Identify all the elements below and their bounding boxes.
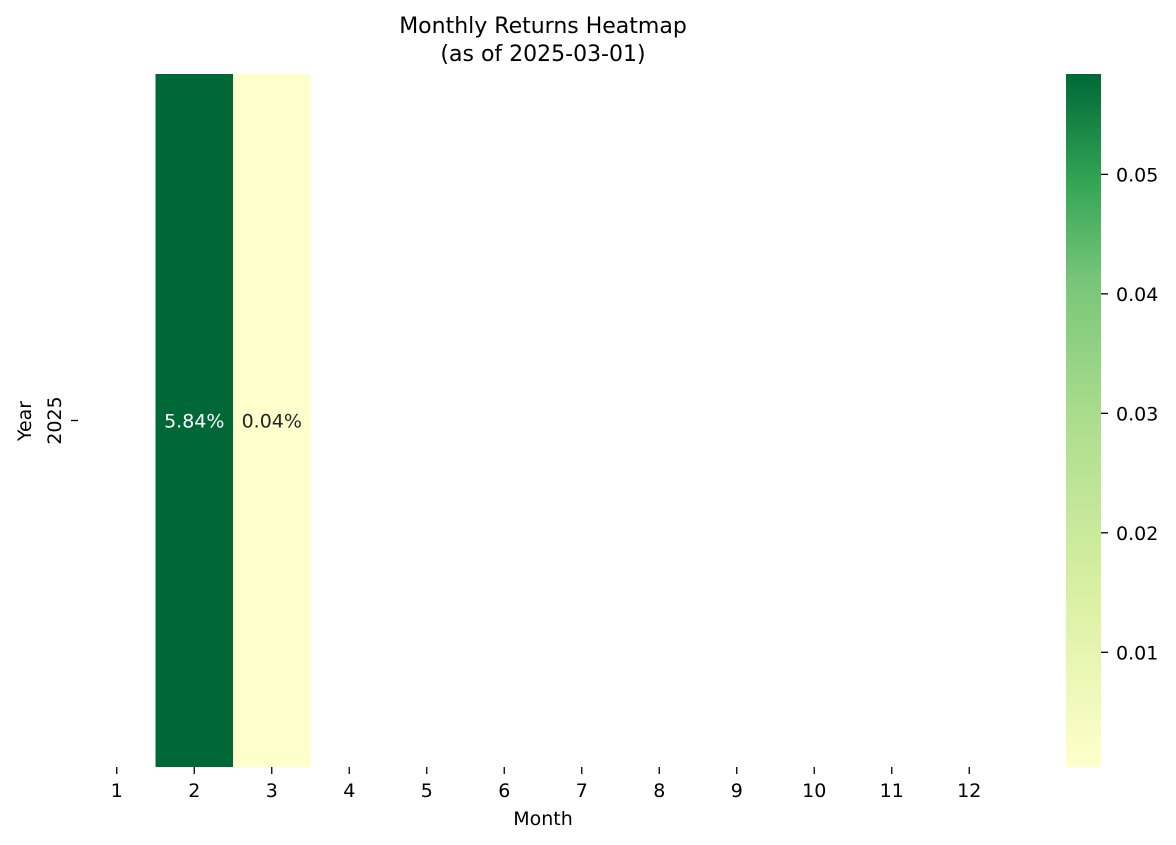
colorbar-tick-label: 0.03 <box>1116 403 1158 425</box>
cell-value-label: 0.04% <box>242 411 302 433</box>
x-tick-label: 6 <box>498 780 510 802</box>
x-tick-label: 10 <box>802 780 826 802</box>
x-tick-label: 8 <box>653 780 665 802</box>
x-tick-label: 12 <box>957 780 981 802</box>
cell-value-label: 5.84% <box>164 411 224 433</box>
y-axis-ticks: 2025 <box>44 396 78 445</box>
y-axis-label: Year <box>14 401 36 442</box>
colorbar-ticks: 0.01 0.02 0.03 0.04 0.05 <box>1101 164 1158 664</box>
x-tick-label: 4 <box>343 780 355 802</box>
colorbar-tick-label: 0.02 <box>1116 523 1158 545</box>
heatmap-cell <box>233 74 311 767</box>
heatmap-cell <box>155 74 233 767</box>
chart-subtitle: (as of 2025-03-01) <box>440 42 645 67</box>
x-tick-label: 7 <box>576 780 588 802</box>
colorbar-tick-label: 0.01 <box>1116 642 1158 664</box>
x-tick-label: 11 <box>880 780 904 802</box>
heatmap-cells: 5.84% 0.04% <box>155 74 311 767</box>
x-tick-label: 1 <box>111 780 123 802</box>
x-axis-ticks: 1 2 3 4 5 6 7 8 9 10 11 12 <box>111 767 981 802</box>
x-tick-label: 9 <box>731 780 743 802</box>
x-tick-label: 3 <box>266 780 278 802</box>
x-tick-label: 2 <box>188 780 200 802</box>
colorbar-tick-label: 0.05 <box>1116 164 1158 186</box>
colorbar <box>1066 74 1101 767</box>
chart-title: Monthly Returns Heatmap <box>399 14 687 39</box>
x-tick-label: 5 <box>421 780 433 802</box>
colorbar-tick-label: 0.04 <box>1116 284 1158 306</box>
y-tick-label: 2025 <box>44 396 66 444</box>
x-axis-label: Month <box>513 808 573 830</box>
